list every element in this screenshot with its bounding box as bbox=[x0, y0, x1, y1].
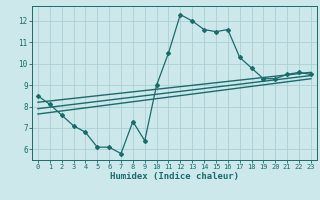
X-axis label: Humidex (Indice chaleur): Humidex (Indice chaleur) bbox=[110, 172, 239, 181]
